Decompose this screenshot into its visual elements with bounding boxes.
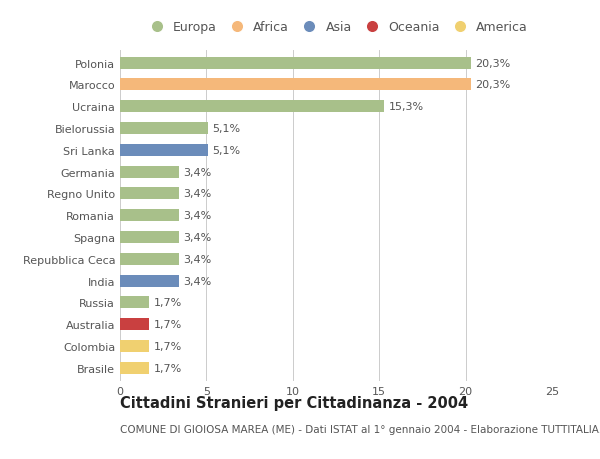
Text: 3,4%: 3,4% — [183, 276, 211, 286]
Text: 20,3%: 20,3% — [475, 80, 511, 90]
Bar — [120, 319, 149, 330]
Text: 3,4%: 3,4% — [183, 254, 211, 264]
Bar — [120, 188, 179, 200]
Text: 3,4%: 3,4% — [183, 167, 211, 177]
Bar — [120, 362, 149, 374]
Text: 3,4%: 3,4% — [183, 232, 211, 242]
Text: 1,7%: 1,7% — [154, 341, 182, 351]
Bar — [120, 101, 385, 113]
Text: 5,1%: 5,1% — [212, 124, 241, 134]
Bar — [120, 210, 179, 222]
Text: 1,7%: 1,7% — [154, 319, 182, 330]
Bar — [120, 145, 208, 157]
Text: Cittadini Stranieri per Cittadinanza - 2004: Cittadini Stranieri per Cittadinanza - 2… — [120, 395, 468, 410]
Text: 20,3%: 20,3% — [475, 59, 511, 68]
Bar — [120, 79, 471, 91]
Text: COMUNE DI GIOIOSA MAREA (ME) - Dati ISTAT al 1° gennaio 2004 - Elaborazione TUTT: COMUNE DI GIOIOSA MAREA (ME) - Dati ISTA… — [120, 425, 600, 435]
Text: 1,7%: 1,7% — [154, 298, 182, 308]
Bar — [120, 231, 179, 243]
Legend: Europa, Africa, Asia, Oceania, America: Europa, Africa, Asia, Oceania, America — [142, 19, 530, 37]
Text: 3,4%: 3,4% — [183, 211, 211, 221]
Bar — [120, 166, 179, 178]
Bar — [120, 57, 471, 69]
Bar — [120, 253, 179, 265]
Text: 3,4%: 3,4% — [183, 189, 211, 199]
Text: 5,1%: 5,1% — [212, 146, 241, 156]
Bar — [120, 340, 149, 352]
Bar — [120, 297, 149, 308]
Bar — [120, 275, 179, 287]
Text: 15,3%: 15,3% — [389, 102, 424, 112]
Bar — [120, 123, 208, 135]
Text: 1,7%: 1,7% — [154, 363, 182, 373]
